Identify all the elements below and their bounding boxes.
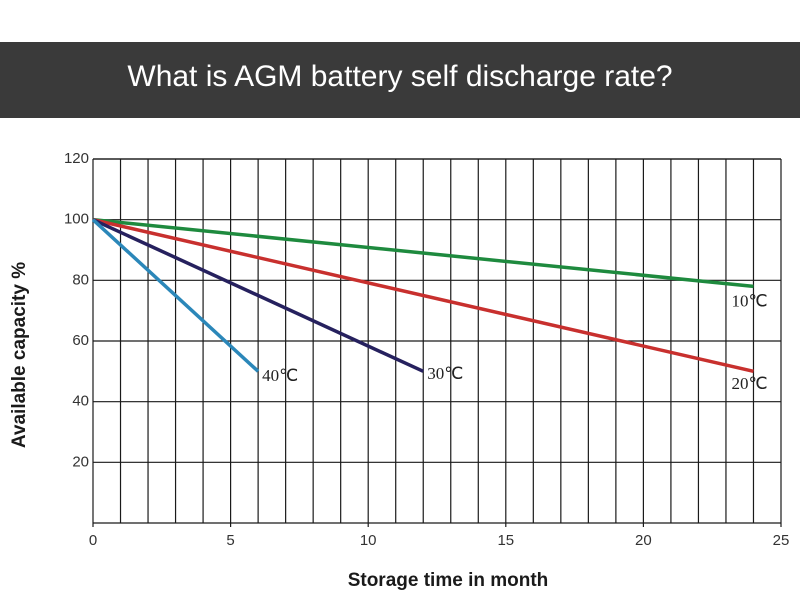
x-tick-label: 20 [635,532,652,549]
series-line [92,217,754,289]
y-tick-label: 80 [72,271,89,288]
y-tick-label: 120 [64,150,89,167]
y-tick-label: 20 [72,453,89,470]
x-tick-label: 0 [89,532,97,549]
series-line [92,217,754,374]
x-tick-label: 25 [773,532,790,549]
y-tick-label: 40 [72,393,89,410]
chart-title: What is AGM battery self discharge rate? [127,60,672,93]
series-label: 10℃ [731,291,767,310]
y-axis-label: Available capacity % [9,262,30,448]
x-tick-label: 15 [497,532,514,549]
series-line [92,218,424,373]
x-axis-label: Storage time in month [348,570,549,591]
x-tick-label: 10 [360,532,377,549]
title-banner [0,42,800,118]
x-tick-label: 5 [226,532,234,549]
series-label: 40℃ [262,366,298,385]
series-label: 20℃ [731,374,767,393]
series-line [91,218,260,373]
y-tick-label: 100 [64,211,89,228]
y-tick-label: 60 [72,332,89,349]
series-label: 30℃ [427,364,463,383]
